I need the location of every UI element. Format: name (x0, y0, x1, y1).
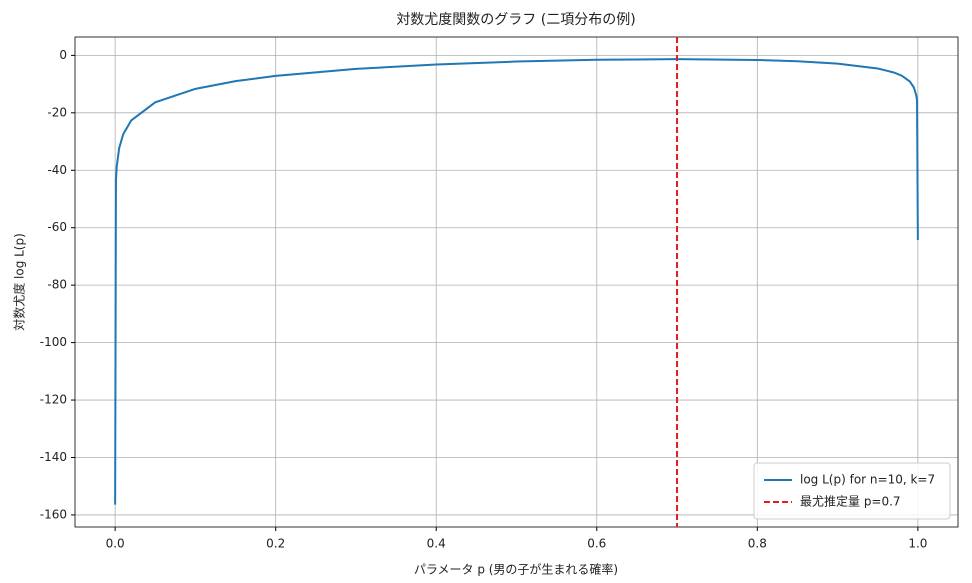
x-tick-label: 0.4 (427, 537, 446, 551)
x-tick-label: 1.0 (908, 537, 927, 551)
y-tick-label: -60 (47, 220, 67, 234)
plot-frame (74, 36, 959, 528)
y-tick-label: -40 (47, 163, 67, 177)
chart-title: 対数尤度関数のグラフ (二項分布の例) (396, 12, 635, 28)
legend-label: log L(p) for n=10, k=7 (800, 473, 935, 487)
y-tick-label: -160 (40, 507, 67, 521)
y-tick-label: -120 (40, 393, 67, 407)
y-tick-label: -100 (40, 335, 67, 349)
legend-box (753, 462, 951, 520)
data-line (114, 58, 919, 505)
x-tick-label: 0.6 (587, 537, 606, 551)
y-axis-label: 対数尤度 log L(p) (12, 233, 27, 331)
x-axis-label: パラメータ p (男の子が生まれる確率) (414, 562, 618, 577)
y-tick-label: -20 (47, 105, 67, 119)
y-tick-label: -80 (47, 278, 67, 292)
legend-label: 最尤推定量 p=0.7 (800, 494, 901, 509)
y-tick-label: -140 (40, 450, 67, 464)
x-tick-label: 0.2 (266, 537, 285, 551)
x-tick-label: 0.0 (106, 537, 125, 551)
x-tick-label: 0.8 (748, 537, 767, 551)
y-tick-label: 0 (59, 48, 67, 62)
